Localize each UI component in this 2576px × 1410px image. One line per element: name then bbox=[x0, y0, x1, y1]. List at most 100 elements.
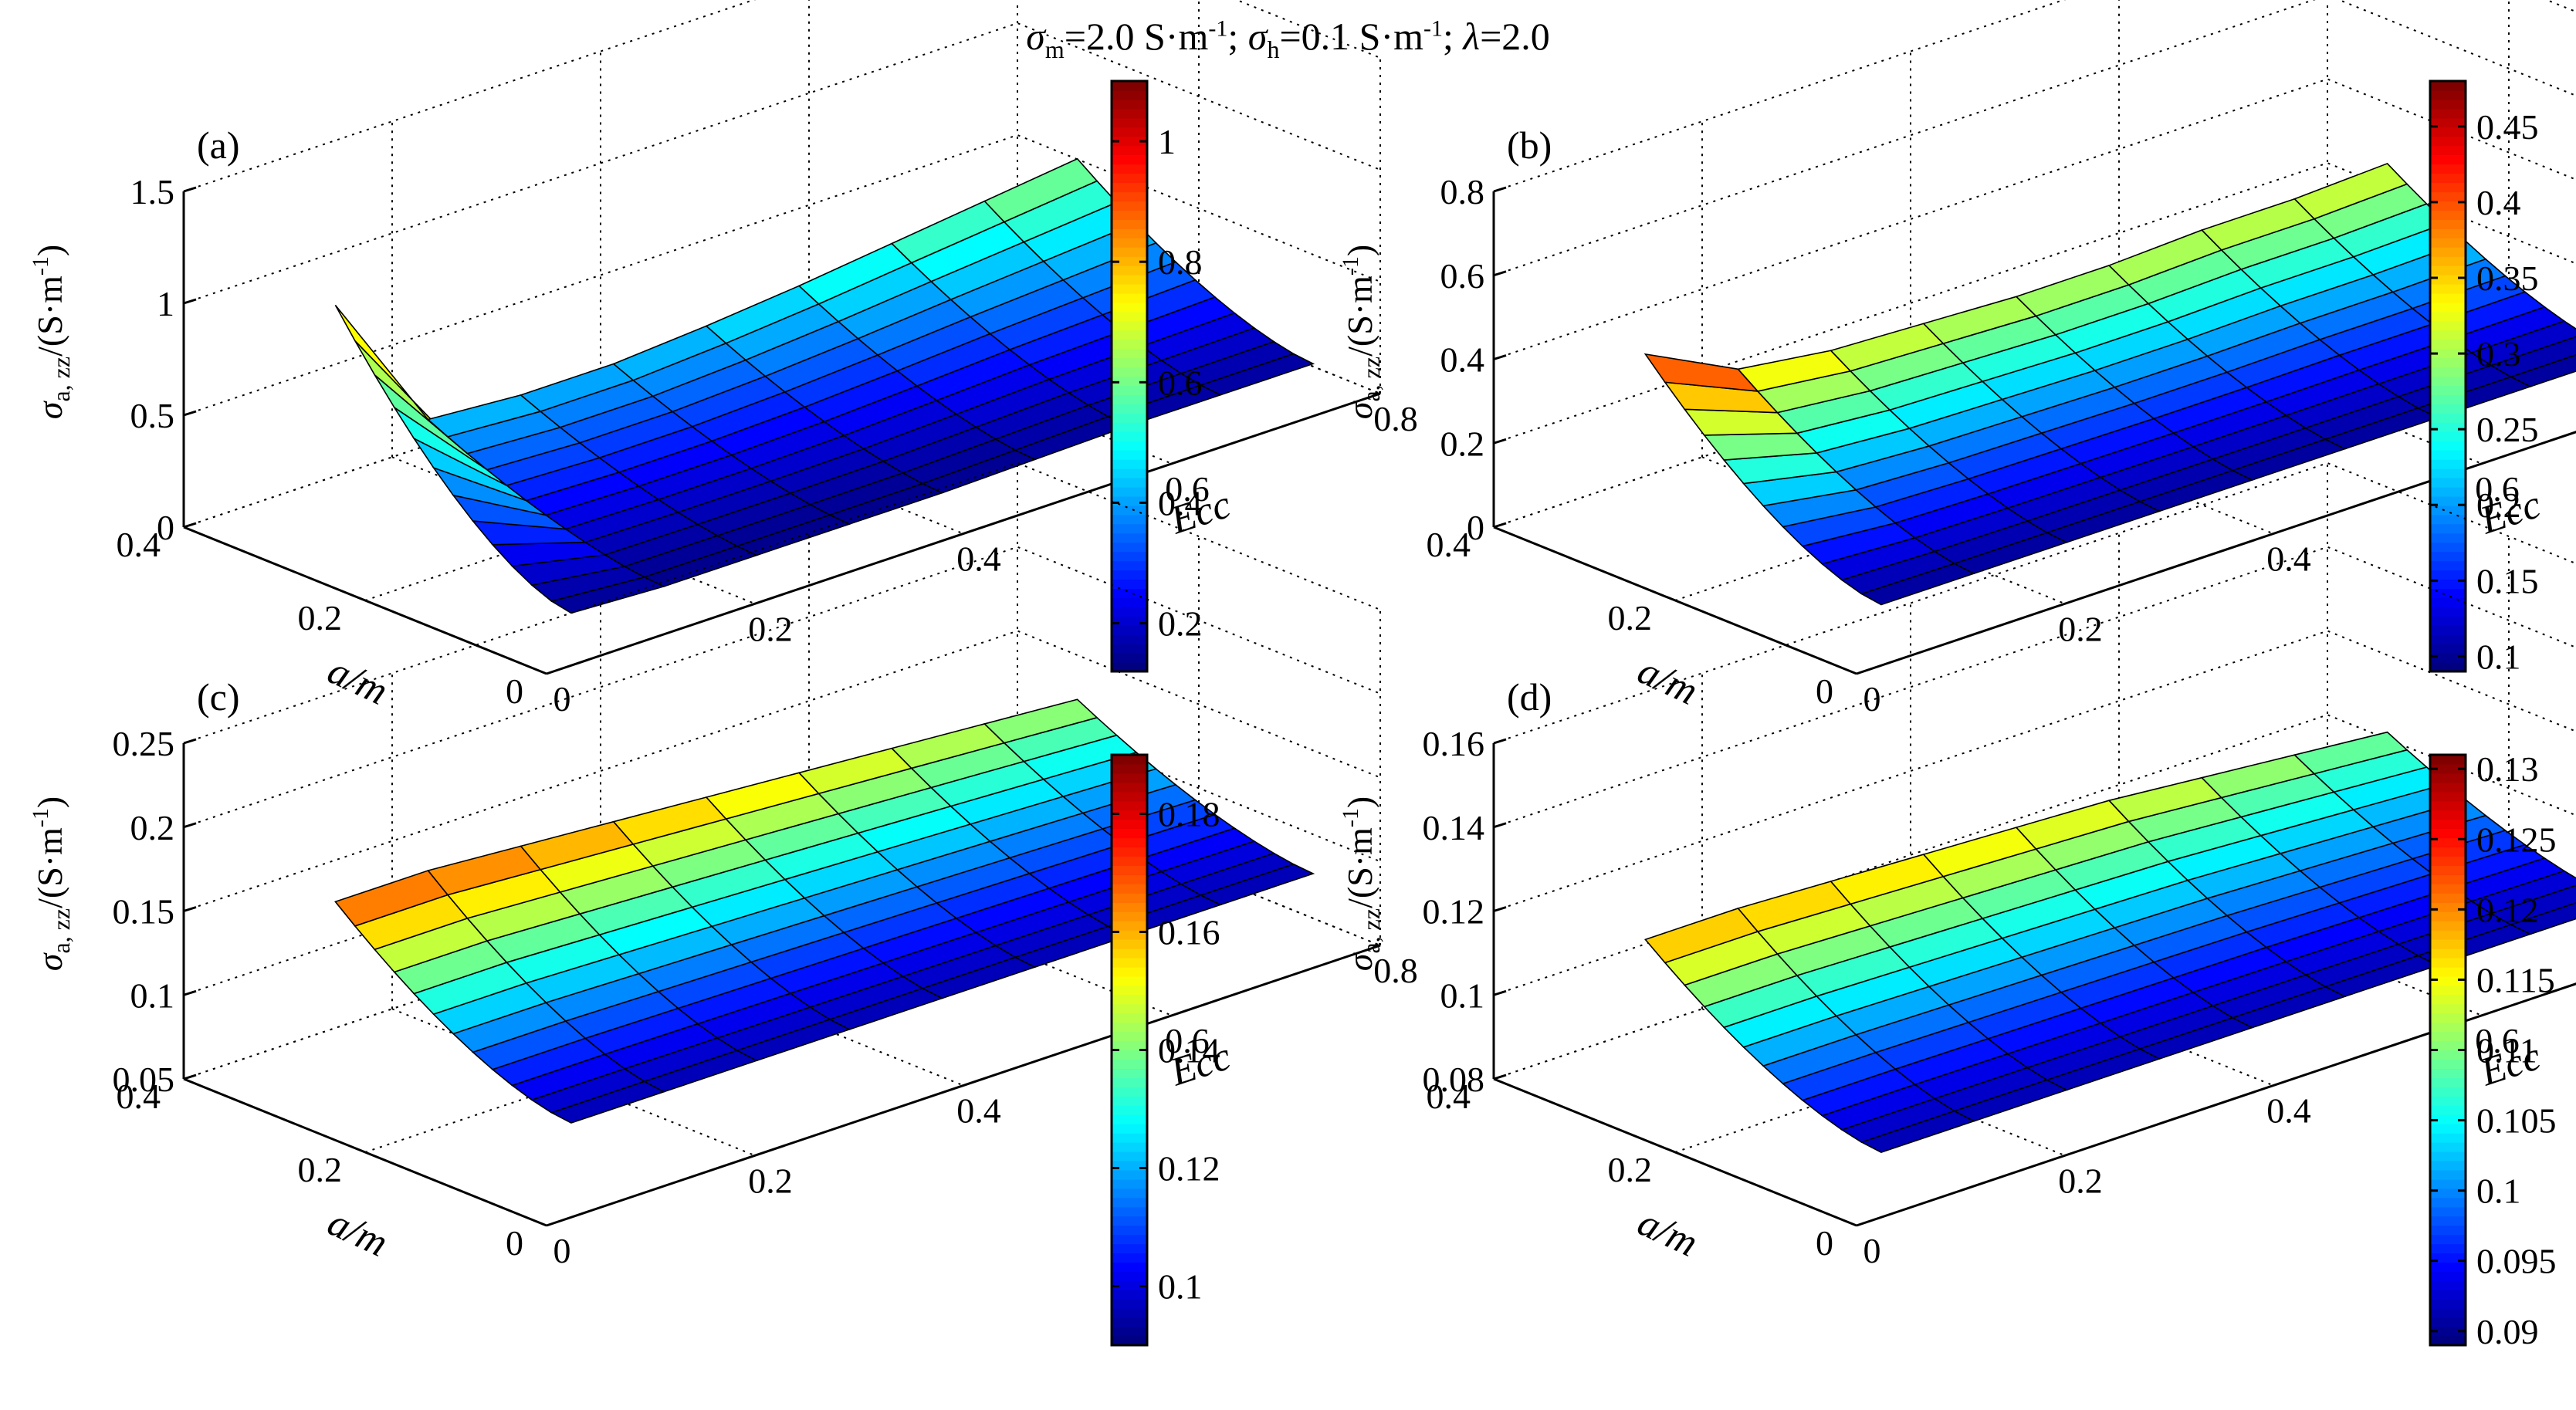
title-sub-h: h bbox=[1267, 36, 1280, 63]
y-tick-label: 0.4 bbox=[1427, 525, 1471, 564]
colorbar-band bbox=[2430, 459, 2466, 469]
x-tick-label: 0.4 bbox=[956, 1091, 1001, 1131]
y-tick-label: 0.4 bbox=[117, 525, 161, 564]
colorbar-band bbox=[2430, 653, 2466, 663]
colorbar-band bbox=[2430, 1188, 2466, 1199]
y-tick-label: 0 bbox=[506, 1223, 523, 1263]
colorbar-band bbox=[2430, 292, 2466, 303]
colorbar-band bbox=[2430, 893, 2466, 903]
x-tick-label: 0.6 bbox=[2475, 1021, 2520, 1060]
colorbar-band bbox=[1112, 1308, 1147, 1318]
colorbar-band bbox=[2430, 930, 2466, 940]
colorbar-band bbox=[1112, 893, 1147, 903]
colorbar-tick-label: 0.125 bbox=[2476, 820, 2557, 859]
colorbar-band bbox=[2430, 1142, 2466, 1152]
colorbar-band bbox=[2430, 219, 2466, 229]
colorbar-band bbox=[1112, 791, 1147, 802]
colorbar-band bbox=[2430, 275, 2466, 285]
colorbar-band bbox=[2430, 828, 2466, 839]
colorbar-tick-label: 0.09 bbox=[2476, 1312, 2539, 1351]
colorbar-band bbox=[1112, 182, 1147, 193]
colorbar-band bbox=[1112, 1022, 1147, 1033]
colorbar-band bbox=[1112, 1096, 1147, 1106]
z-label-symbol: σ bbox=[1340, 400, 1379, 419]
x-grid-floor bbox=[1701, 1008, 2066, 1157]
colorbar-band bbox=[2430, 1022, 2466, 1033]
colorbar-band bbox=[1112, 1336, 1147, 1346]
z-label-subscript: a, zz bbox=[1357, 357, 1385, 402]
z-label-symbol: σ bbox=[30, 400, 69, 419]
colorbar-band bbox=[2430, 1160, 2466, 1171]
y-axis-label: a/m bbox=[321, 1200, 394, 1266]
colorbar-tick-label: 0.16 bbox=[1158, 913, 1220, 952]
colorbar-band bbox=[2430, 1133, 2466, 1143]
colorbar-band bbox=[2430, 1253, 2466, 1263]
z-tick-mark bbox=[1493, 738, 1507, 745]
colorbar-band bbox=[1112, 634, 1147, 644]
colorbar-band bbox=[2430, 1013, 2466, 1023]
colorbar-band bbox=[2430, 1308, 2466, 1318]
colorbar-band bbox=[2430, 505, 2466, 516]
title-val-m: =2.0 S·m bbox=[1064, 15, 1209, 58]
x-grid-floor bbox=[1701, 456, 2066, 605]
colorbar-band bbox=[2430, 763, 2466, 774]
colorbar-band bbox=[2430, 948, 2466, 959]
colorbar-band bbox=[2430, 1234, 2466, 1245]
colorbar-band bbox=[1112, 837, 1147, 848]
colorbar-band bbox=[1112, 145, 1147, 156]
colorbar-a: 0.2 0.4 0.6 0.8 1 bbox=[1110, 79, 1203, 673]
x-tick-label: 0.2 bbox=[748, 1161, 793, 1200]
colorbar-band bbox=[1112, 579, 1147, 590]
z-grid-line bbox=[183, 0, 1381, 192]
colorbar-band bbox=[1112, 1243, 1147, 1254]
chart-panel-c: 0.050.10.150.20.2500.20.400.20.40.60.8Ec… bbox=[28, 462, 1418, 1270]
colorbar-tick-label: 0.1 bbox=[1158, 1267, 1203, 1307]
surface-mesh bbox=[334, 698, 1315, 1124]
colorbar-tick-label: 0.2 bbox=[1158, 604, 1203, 644]
colorbar-band bbox=[1112, 219, 1147, 229]
z-label-superscript: -1 bbox=[28, 256, 53, 276]
colorbar-band bbox=[2430, 810, 2466, 820]
colorbar-band bbox=[1112, 800, 1147, 811]
colorbar-band bbox=[1112, 1160, 1147, 1171]
colorbar-band bbox=[2430, 856, 2466, 867]
colorbar-band bbox=[2430, 1262, 2466, 1272]
colorbar-band bbox=[2430, 1225, 2466, 1236]
colorbar-band bbox=[1112, 238, 1147, 248]
colorbar-tick-label: 0.105 bbox=[2476, 1101, 2557, 1141]
colorbar-band bbox=[2430, 136, 2466, 147]
colorbar-band bbox=[2430, 1105, 2466, 1115]
z-tick-mark bbox=[183, 906, 197, 912]
z-tick-label: 0 bbox=[157, 508, 174, 547]
chart-panel-b: 00.20.40.60.800.20.400.20.40.60.8Ecca/mσ… bbox=[1338, 0, 2576, 719]
x-grid-floor bbox=[2118, 867, 2483, 1016]
panel-label: (a) bbox=[197, 123, 240, 167]
z-tick-mark bbox=[183, 822, 197, 829]
surface-patch bbox=[983, 698, 1098, 744]
colorbar-band bbox=[1112, 588, 1147, 598]
z-label-symbol: σ bbox=[1340, 952, 1379, 971]
colorbar-band bbox=[2430, 1206, 2466, 1217]
z-label-close: ) bbox=[30, 245, 69, 256]
colorbar-band bbox=[2430, 800, 2466, 811]
colorbar-band bbox=[1112, 413, 1147, 423]
colorbar-band bbox=[1112, 495, 1147, 506]
colorbar-band bbox=[1112, 1151, 1147, 1161]
colorbar-band bbox=[1112, 828, 1147, 839]
x-tick-label: 0.8 bbox=[1373, 951, 1418, 990]
colorbar-band bbox=[2430, 413, 2466, 423]
colorbar-band bbox=[1112, 1087, 1147, 1097]
colorbar-band bbox=[2430, 394, 2466, 404]
colorbar-band bbox=[2430, 847, 2466, 857]
x-tick-label: 0 bbox=[553, 1231, 571, 1270]
y-tick-label: 0.2 bbox=[1608, 1150, 1653, 1189]
colorbar-band bbox=[2430, 367, 2466, 377]
colorbar-band bbox=[2430, 182, 2466, 193]
colorbar-band bbox=[1112, 865, 1147, 875]
colorbar-band bbox=[1112, 431, 1147, 441]
z-tick-label: 0.2 bbox=[1440, 424, 1485, 463]
title-lambda: λ bbox=[1463, 15, 1481, 58]
colorbar-band bbox=[2430, 607, 2466, 617]
colorbar-band bbox=[1112, 966, 1147, 977]
colorbar-band bbox=[2430, 570, 2466, 580]
